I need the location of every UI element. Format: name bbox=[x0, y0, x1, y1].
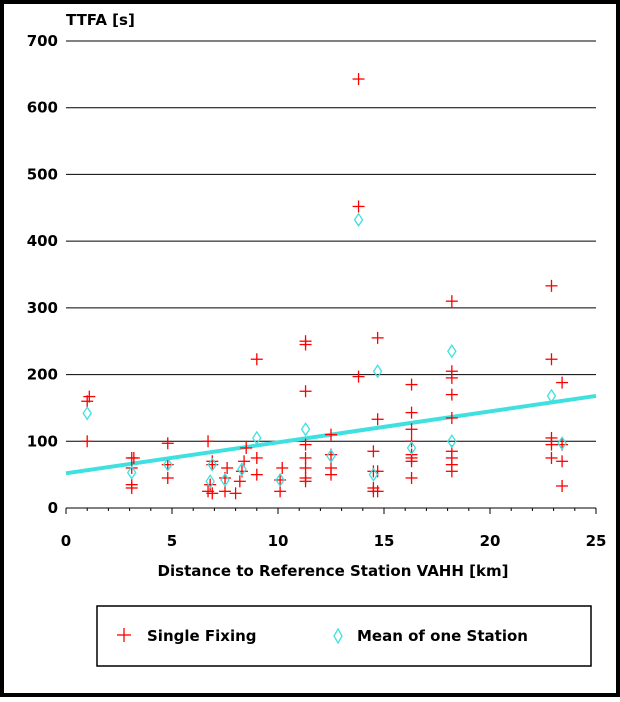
single-fixing-point bbox=[233, 475, 246, 488]
single-fixing-point bbox=[202, 435, 215, 448]
single-fixing-point bbox=[445, 411, 458, 424]
single-fixing-point bbox=[299, 335, 312, 348]
single-fixing-point bbox=[127, 451, 140, 464]
single-fixing-point bbox=[405, 406, 418, 419]
single-fixing-point bbox=[299, 451, 312, 464]
single-fixing-point bbox=[299, 471, 312, 484]
single-fixing-point bbox=[276, 461, 289, 474]
single-fixing-point bbox=[221, 461, 234, 474]
single-fixing-point bbox=[556, 376, 569, 389]
x-tick-label: 25 bbox=[586, 532, 607, 550]
single-fixing-point bbox=[81, 395, 94, 408]
plot-area: 0 100 200 300 400 500 600 700 0 5 10 15 20 25 bbox=[27, 32, 607, 550]
station-mean-point bbox=[237, 462, 247, 477]
x-axis-label: Distance to Reference Station VAHH [km] bbox=[158, 562, 509, 580]
station-mean-point bbox=[326, 448, 336, 464]
legend-box bbox=[96, 605, 592, 667]
station-mean-point bbox=[126, 465, 137, 480]
single-fixing-point bbox=[367, 445, 380, 458]
single-fixing-point bbox=[206, 487, 219, 500]
x-tick-label: 15 bbox=[374, 532, 395, 550]
x-tick-label: 10 bbox=[268, 532, 289, 550]
single-fixing-point bbox=[556, 479, 569, 492]
single-fixing-point bbox=[229, 487, 242, 500]
station-mean-point bbox=[82, 406, 92, 421]
single-fixing-point bbox=[405, 378, 418, 391]
single-fixing-point bbox=[206, 455, 219, 468]
single-fixing-point bbox=[556, 455, 569, 468]
station-mean-point bbox=[207, 457, 218, 472]
station-mean-point bbox=[252, 430, 262, 446]
single-fixing-point bbox=[240, 441, 253, 454]
station-mean-point bbox=[406, 440, 417, 456]
station-mean-point bbox=[205, 474, 215, 489]
single-fixing-point bbox=[352, 200, 365, 213]
station-mean-point bbox=[368, 467, 379, 482]
single-fixing-point bbox=[125, 461, 138, 474]
y-tick-label: 600 bbox=[27, 99, 58, 117]
single-fixing-point bbox=[545, 279, 558, 292]
station-mean-point bbox=[275, 472, 285, 488]
x-tick-label: 0 bbox=[61, 532, 71, 550]
single-fixing-point bbox=[405, 471, 418, 484]
legend-mean-marker bbox=[333, 627, 343, 645]
single-fixing-point bbox=[371, 413, 384, 426]
station-mean-point bbox=[546, 388, 557, 404]
single-fixing-point bbox=[204, 478, 217, 491]
legend: Single Fixing Mean of one Station bbox=[96, 605, 592, 667]
single-fixing-point bbox=[125, 478, 138, 491]
single-fixing-point bbox=[545, 431, 558, 444]
single-fixing-point bbox=[299, 438, 312, 451]
single-fixing-point bbox=[445, 295, 458, 308]
station-mean-point bbox=[557, 436, 567, 451]
station-mean-point bbox=[447, 434, 457, 449]
y-axis-label: TTFA [s] bbox=[66, 11, 135, 29]
single-fixing-point bbox=[299, 385, 312, 398]
station-mean-point bbox=[372, 364, 383, 379]
single-fixing-point bbox=[250, 468, 263, 481]
single-fixing-point bbox=[352, 73, 365, 86]
station-mean-point bbox=[300, 422, 311, 437]
single-fixing-point bbox=[325, 428, 337, 441]
single-fixing-point bbox=[405, 423, 418, 436]
y-tick-label: 200 bbox=[27, 366, 58, 384]
single-fixing-point bbox=[161, 471, 174, 484]
y-tick-label: 700 bbox=[27, 32, 58, 50]
single-fixing-point bbox=[250, 353, 263, 366]
single-fixing-point bbox=[445, 365, 458, 378]
single-fixing-point bbox=[81, 435, 94, 448]
single-fixing-point bbox=[299, 461, 312, 474]
single-fixing-point bbox=[250, 451, 263, 464]
y-tick-label: 0 bbox=[48, 499, 58, 517]
station-mean-point bbox=[162, 457, 173, 472]
legend-single-label: Single Fixing bbox=[147, 627, 257, 645]
single-fixing-point bbox=[238, 455, 251, 468]
single-fixing-point bbox=[545, 451, 558, 464]
y-tick-label: 400 bbox=[27, 232, 58, 250]
y-tick-label: 300 bbox=[27, 299, 58, 317]
legend-mean-label: Mean of one Station bbox=[357, 627, 528, 645]
y-tick-label: 100 bbox=[27, 432, 58, 450]
x-tick-label: 5 bbox=[167, 532, 177, 550]
single-fixing-point bbox=[161, 437, 174, 450]
legend-single-marker bbox=[117, 628, 131, 642]
station-mean-point bbox=[220, 472, 230, 488]
station-mean-point bbox=[353, 212, 364, 227]
station-mean-point bbox=[447, 344, 457, 359]
single-fixing-point bbox=[352, 370, 365, 383]
y-tick-label: 500 bbox=[27, 165, 58, 183]
single-fixing-point bbox=[274, 485, 287, 498]
single-fixing-point bbox=[371, 485, 384, 498]
single-fixing-point bbox=[219, 485, 231, 498]
x-tick-label: 20 bbox=[480, 532, 501, 550]
single-fixing-point bbox=[371, 331, 384, 344]
single-fixing-point bbox=[545, 353, 558, 366]
single-fixing-point bbox=[445, 388, 458, 401]
single-fixing-point bbox=[325, 461, 337, 474]
single-fixing-point bbox=[83, 390, 96, 403]
